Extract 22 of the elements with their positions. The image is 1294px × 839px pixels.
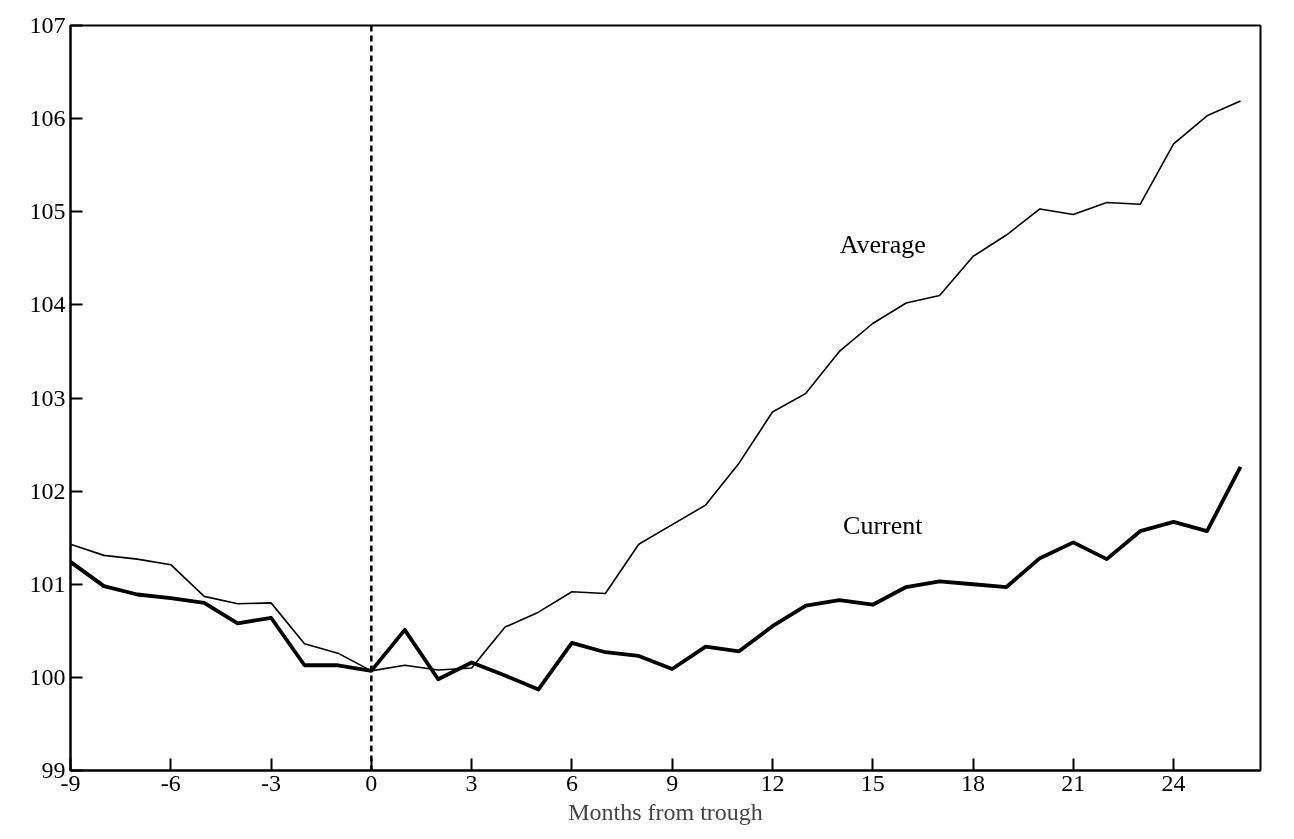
y-tick-label: 100 — [29, 663, 66, 690]
y-tick-label: 105 — [29, 198, 66, 225]
y-tick-label: 107 — [29, 12, 66, 38]
y-tick-label: 104 — [29, 291, 66, 318]
y-tick-label: 106 — [29, 105, 66, 132]
x-tick-label: 6 — [565, 769, 578, 796]
x-tick-label: 21 — [1061, 769, 1086, 796]
series-label: Current — [843, 510, 924, 540]
x-tick-label: -6 — [160, 769, 181, 796]
x-tick-label: 18 — [961, 769, 986, 796]
x-tick-label: -3 — [261, 769, 282, 796]
x-tick-label: 9 — [666, 769, 679, 796]
x-tick-label: 0 — [365, 769, 378, 796]
x-axis-title: Months from trough — [568, 798, 763, 825]
y-tick-label: 103 — [29, 384, 66, 411]
series-label: Average — [839, 229, 926, 259]
y-tick-label: 101 — [29, 570, 66, 597]
x-tick-label: 12 — [760, 769, 785, 796]
y-tick-label: 102 — [29, 477, 66, 504]
x-tick-label: 3 — [465, 769, 478, 796]
x-tick-label: 15 — [860, 769, 885, 796]
x-tick-label: 24 — [1161, 769, 1186, 796]
